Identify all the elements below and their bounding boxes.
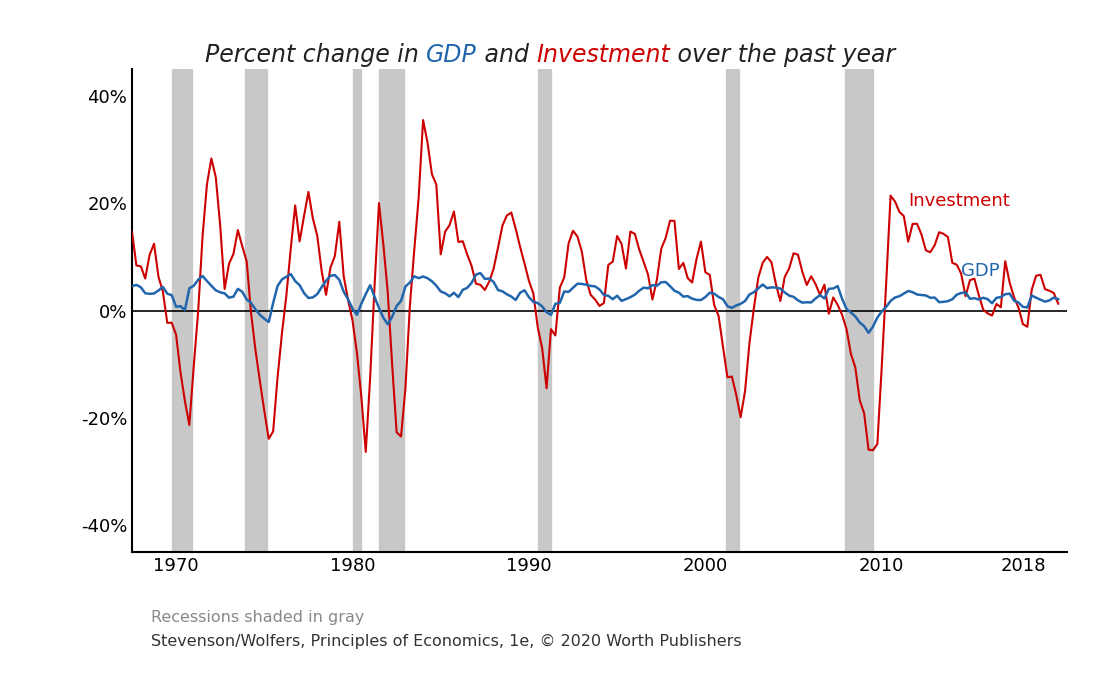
Bar — [538, 69, 551, 552]
Text: Percent change in: Percent change in — [205, 43, 426, 67]
Bar — [352, 69, 361, 552]
Text: and: and — [476, 43, 537, 67]
Bar — [172, 69, 192, 552]
Text: GDP: GDP — [961, 262, 1000, 279]
Bar — [845, 69, 873, 552]
Text: Investment: Investment — [537, 43, 670, 67]
Text: over the past year: over the past year — [670, 43, 895, 67]
Text: Recessions shaded in gray: Recessions shaded in gray — [151, 610, 364, 625]
Bar — [379, 69, 404, 552]
Bar — [726, 69, 739, 552]
Bar — [245, 69, 267, 552]
Text: Investment: Investment — [909, 192, 1010, 210]
Text: GDP: GDP — [426, 43, 476, 67]
Text: Stevenson/Wolfers, Principles of Economics, 1e, © 2020 Worth Publishers: Stevenson/Wolfers, Principles of Economi… — [151, 634, 741, 649]
